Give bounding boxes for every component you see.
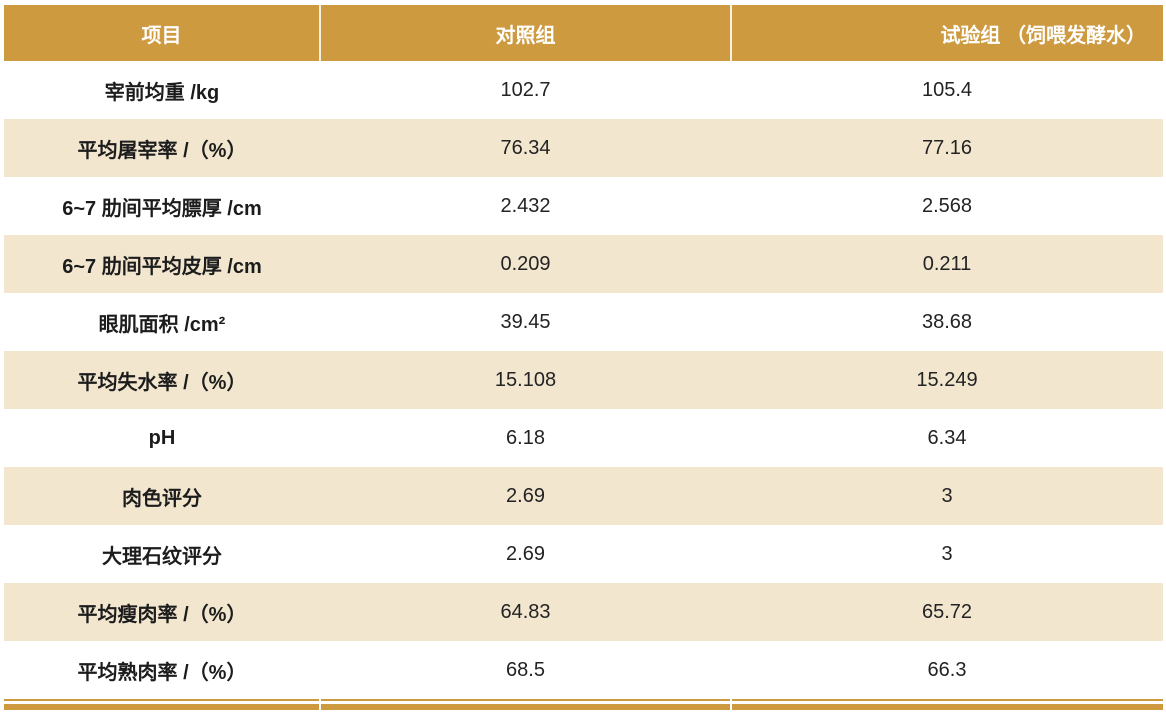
footer-thin-gold-line: [4, 699, 1163, 701]
row-test-value: 15.249: [731, 351, 1163, 409]
row-test-value: 3: [731, 467, 1163, 525]
row-item-label: pH: [4, 409, 320, 467]
footer-gap: [4, 701, 1163, 704]
footer-band-segment: [4, 704, 320, 710]
footer-line-segment: [730, 699, 1163, 701]
footer-line-segment: [319, 699, 731, 701]
footer-band-segment: [319, 704, 731, 710]
table-row: 眼肌面积 /cm² 39.45 38.68: [4, 293, 1163, 351]
row-control-value: 68.5: [320, 641, 731, 699]
footer-line-segment: [4, 699, 320, 701]
row-test-value: 38.68: [731, 293, 1163, 351]
table-row: 6~7 肋间平均皮厚 /cm 0.209 0.211: [4, 235, 1163, 293]
row-item-label: 平均熟肉率 /（%）: [4, 641, 320, 699]
row-item-label: 肉色评分: [4, 467, 320, 525]
table-row: 平均失水率 /（%） 15.108 15.249: [4, 351, 1163, 409]
row-control-value: 2.69: [320, 467, 731, 525]
row-control-value: 102.7: [320, 61, 731, 119]
table-row: 宰前均重 /kg 102.7 105.4: [4, 61, 1163, 119]
row-control-value: 2.432: [320, 177, 731, 235]
row-test-value: 6.34: [731, 409, 1163, 467]
table-row: 肉色评分 2.69 3: [4, 467, 1163, 525]
row-test-value: 2.568: [731, 177, 1163, 235]
row-item-label: 大理石纹评分: [4, 525, 320, 583]
table-row: 大理石纹评分 2.69 3: [4, 525, 1163, 583]
table-footer-rule: [4, 699, 1163, 710]
row-test-value: 0.211: [731, 235, 1163, 293]
row-control-value: 0.209: [320, 235, 731, 293]
header-item-column: 项目: [4, 5, 320, 61]
carcass-traits-table: 项目 对照组 试验组 （饲喂发酵水） 宰前均重 /kg 102.7 105.4 …: [4, 5, 1163, 710]
header-control-group: 对照组: [319, 5, 731, 61]
row-control-value: 39.45: [320, 293, 731, 351]
row-test-value: 77.16: [731, 119, 1163, 177]
row-item-label: 6~7 肋间平均膘厚 /cm: [4, 177, 320, 235]
row-test-value: 66.3: [731, 641, 1163, 699]
row-item-label: 宰前均重 /kg: [4, 61, 320, 119]
row-test-value: 105.4: [731, 61, 1163, 119]
table-row: 平均瘦肉率 /（%） 64.83 65.72: [4, 583, 1163, 641]
row-item-label: 平均失水率 /（%）: [4, 351, 320, 409]
header-test-group: 试验组 （饲喂发酵水）: [730, 5, 1163, 61]
row-control-value: 15.108: [320, 351, 731, 409]
table-row: 平均熟肉率 /（%） 68.5 66.3: [4, 641, 1163, 699]
row-item-label: 眼肌面积 /cm²: [4, 293, 320, 351]
row-control-value: 64.83: [320, 583, 731, 641]
footer-band-segment: [730, 704, 1163, 710]
row-control-value: 6.18: [320, 409, 731, 467]
row-control-value: 2.69: [320, 525, 731, 583]
row-item-label: 平均屠宰率 /（%）: [4, 119, 320, 177]
table-row: pH 6.18 6.34: [4, 409, 1163, 467]
header-row: 项目 对照组 试验组 （饲喂发酵水）: [4, 5, 1163, 61]
footer-gap-segment: [4, 701, 1163, 704]
row-test-value: 3: [731, 525, 1163, 583]
table-body: 宰前均重 /kg 102.7 105.4 平均屠宰率 /（%） 76.34 77…: [4, 61, 1163, 699]
table-row: 6~7 肋间平均膘厚 /cm 2.432 2.568: [4, 177, 1163, 235]
row-control-value: 76.34: [320, 119, 731, 177]
footer-thick-gold-band: [4, 704, 1163, 710]
row-test-value: 65.72: [731, 583, 1163, 641]
table-row: 平均屠宰率 /（%） 76.34 77.16: [4, 119, 1163, 177]
row-item-label: 平均瘦肉率 /（%）: [4, 583, 320, 641]
row-item-label: 6~7 肋间平均皮厚 /cm: [4, 235, 320, 293]
